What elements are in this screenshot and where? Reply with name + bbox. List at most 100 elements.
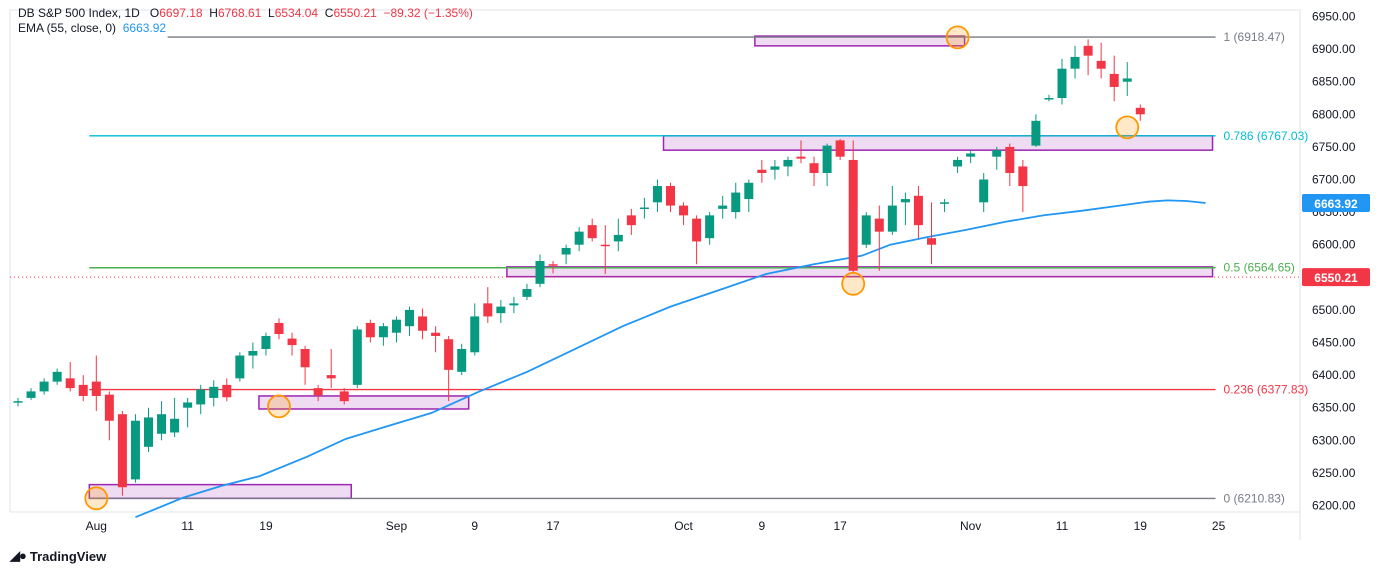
candle-body xyxy=(378,326,388,338)
x-tick-label: Aug xyxy=(86,519,107,533)
candle-body xyxy=(718,205,728,209)
fib-label: 0 (6210.83) xyxy=(1224,491,1285,505)
y-tick-label: 6250.00 xyxy=(1312,466,1356,480)
candle-body xyxy=(313,388,323,396)
candle-body xyxy=(365,322,375,338)
candle xyxy=(548,261,558,274)
candle xyxy=(666,182,675,213)
candle xyxy=(261,332,271,356)
y-tick-label: 6950.00 xyxy=(1312,10,1356,24)
candle xyxy=(809,156,819,187)
candle xyxy=(183,397,193,428)
candle-body xyxy=(483,303,493,317)
candle xyxy=(848,140,858,275)
candle-body xyxy=(835,140,845,157)
candle xyxy=(1031,114,1041,147)
price-badge xyxy=(1302,194,1370,213)
candle-body xyxy=(1135,107,1145,115)
candle-body xyxy=(861,215,871,245)
candle-body xyxy=(548,264,558,266)
candle-body xyxy=(613,234,623,242)
candle-body xyxy=(13,401,23,403)
ema-label[interactable]: EMA (55, close, 0) xyxy=(18,21,117,35)
candle-body xyxy=(352,329,362,385)
candle-body xyxy=(522,289,532,297)
candle-body xyxy=(444,339,454,370)
candle xyxy=(953,156,963,173)
candle xyxy=(1109,55,1119,102)
candle xyxy=(235,352,245,382)
ema-row: EMA (55, close, 0) 6663.92 xyxy=(18,21,473,36)
y-tick-label: 6300.00 xyxy=(1312,433,1356,447)
support-resistance-zone xyxy=(258,395,470,410)
candle xyxy=(300,345,310,385)
candle-body xyxy=(287,338,297,346)
candle xyxy=(587,218,597,242)
candle-body xyxy=(209,386,219,398)
tradingview-logo-icon: ◢● xyxy=(10,548,27,563)
candle-body xyxy=(966,153,976,157)
candle xyxy=(1044,94,1054,102)
x-tick-label: Oct xyxy=(674,519,693,533)
candle xyxy=(692,215,702,265)
candle xyxy=(731,182,741,219)
candle xyxy=(65,362,75,392)
x-tick-label: 9 xyxy=(759,519,766,533)
x-tick-label: 11 xyxy=(1056,519,1069,533)
candle-body xyxy=(104,394,114,421)
candle-body xyxy=(300,349,310,368)
candle xyxy=(1005,143,1015,187)
change-value: −89.32 (−1.35%) xyxy=(383,6,473,20)
candle-body xyxy=(170,418,180,433)
candle-body xyxy=(600,244,610,247)
candle-body xyxy=(783,159,793,167)
candle xyxy=(757,159,767,183)
candle-body xyxy=(992,150,1002,157)
candle xyxy=(418,308,428,340)
candle xyxy=(391,316,401,343)
candle-body xyxy=(848,159,858,271)
candle xyxy=(822,143,832,187)
candle xyxy=(405,306,414,336)
candle-body xyxy=(496,306,506,314)
x-tick-label: Nov xyxy=(960,519,981,533)
candle xyxy=(196,384,206,415)
candle xyxy=(796,140,806,164)
candle-body xyxy=(1005,146,1015,173)
low-value: 6534.04 xyxy=(274,6,319,20)
candle xyxy=(157,401,167,441)
y-tick-label: 6450.00 xyxy=(1312,335,1356,349)
candle xyxy=(1018,159,1028,213)
support-resistance-zone xyxy=(506,266,1214,278)
candle xyxy=(444,335,454,402)
candle xyxy=(352,326,362,389)
candle-body xyxy=(196,389,206,405)
candle-body xyxy=(1122,78,1132,82)
candle xyxy=(287,332,297,356)
candle-body xyxy=(52,371,62,382)
x-tick-label: Sep xyxy=(386,519,408,533)
candle-body xyxy=(418,316,428,331)
candle xyxy=(679,202,689,226)
candle-body xyxy=(1096,60,1106,69)
candle-body xyxy=(130,420,140,480)
candle-body xyxy=(339,391,349,402)
open-label: O xyxy=(149,6,160,20)
symbol-title[interactable]: DB S&P 500 Index, 1D xyxy=(18,6,140,20)
tradingview-brand[interactable]: ◢● TradingView xyxy=(10,548,106,564)
x-tick-label: 9 xyxy=(471,519,478,533)
candle xyxy=(365,319,375,343)
candle xyxy=(626,208,636,235)
candle-body xyxy=(1057,68,1067,99)
candle xyxy=(326,349,336,389)
candle xyxy=(13,397,23,407)
price-badge-label: 6550.21 xyxy=(1314,271,1358,285)
candle-body xyxy=(1109,73,1119,87)
candle-body xyxy=(470,316,480,353)
candle-body xyxy=(809,163,819,173)
candle-body xyxy=(431,332,441,336)
candle xyxy=(718,195,728,219)
candle xyxy=(1096,42,1106,79)
